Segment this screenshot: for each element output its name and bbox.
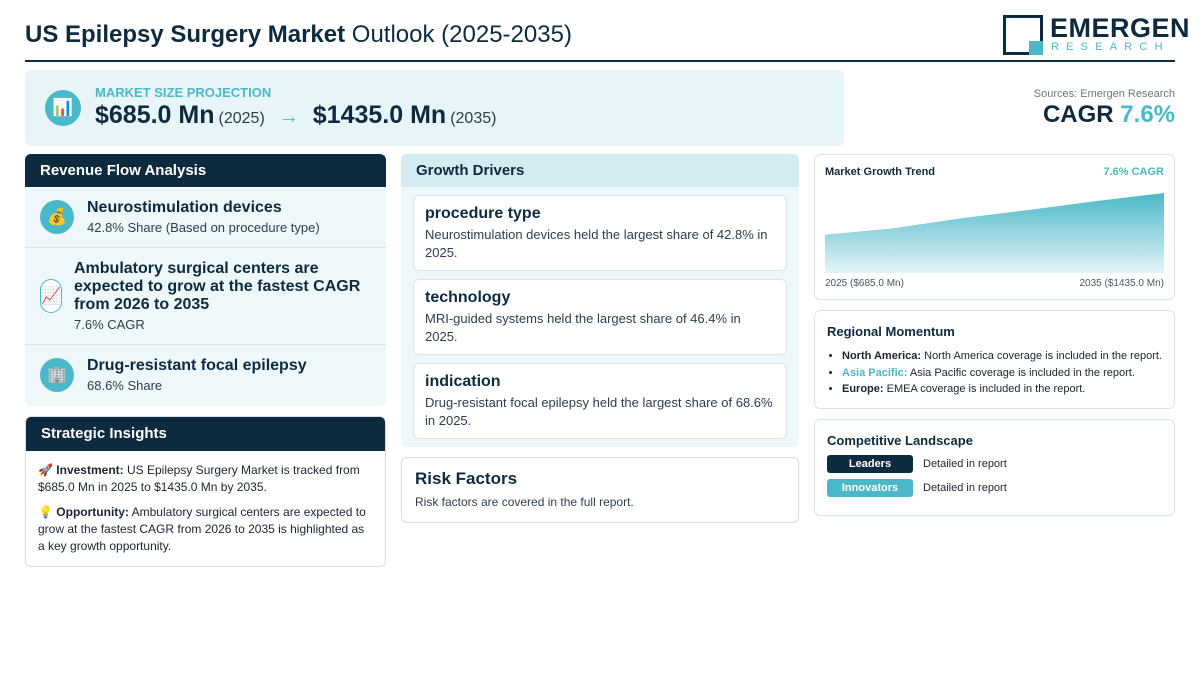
regional-momentum-panel: Regional Momentum North America: North A… [814, 310, 1175, 409]
revenue-flow-panel: Revenue Flow Analysis 💰 Neurostimulation… [25, 154, 386, 406]
revenue-flow-heading: Revenue Flow Analysis [25, 154, 386, 187]
growth-drivers-panel: Growth Drivers procedure type Neurostimu… [401, 154, 799, 447]
region-item: North America: North America coverage is… [842, 348, 1162, 365]
competitive-landscape-panel: Competitive Landscape Leaders Detailed i… [814, 419, 1175, 516]
region-list: North America: North America coverage is… [842, 348, 1162, 398]
revenue-item-title: Ambulatory surgical centers are expected… [74, 260, 361, 313]
area-series [825, 193, 1164, 273]
chart-start-label: 2025 ($685.0 Mn) [825, 278, 904, 289]
start-value: $685.0 Mn [95, 101, 215, 129]
driver-text: Drug-resistant focal epilepsy held the l… [425, 395, 773, 428]
lightbulb-icon: 💡 [38, 505, 53, 519]
start-year: (2025) [218, 110, 265, 127]
driver-card: procedure type Neurostimulation devices … [413, 195, 787, 271]
opportunity-insight: 💡 Opportunity: Ambulatory surgical cente… [38, 505, 366, 553]
region-item: Asia Pacific: Asia Pacific coverage is i… [842, 365, 1162, 382]
revenue-item-sub: 68.6% Share [87, 378, 163, 393]
risk-factors-panel: Risk Factors Risk factors are covered in… [401, 457, 799, 523]
chart-title: Market Growth Trend [825, 166, 936, 178]
trend-up-icon: 📈 [40, 279, 62, 313]
money-bag-icon: 💰 [40, 200, 74, 234]
investment-insight: 🚀 Investment: US Epilepsy Surgery Market… [38, 463, 360, 494]
revenue-item: 📈 Ambulatory surgical centers are expect… [25, 248, 386, 345]
chart-area [825, 193, 1164, 273]
driver-text: MRI-guided systems held the largest shar… [425, 311, 741, 344]
bar-chart-icon: 📊 [45, 90, 81, 126]
leaders-desc: Detailed in report [923, 458, 1007, 470]
market-growth-chart: Market Growth Trend 7.6% CAGR 2025 ($685… [814, 154, 1175, 300]
projection-values: $685.0 Mn (2025) → $1435.0 Mn (2035) [95, 101, 496, 130]
regional-momentum-heading: Regional Momentum [827, 324, 955, 339]
driver-text: Neurostimulation devices held the larges… [425, 227, 768, 260]
arrow-right-icon: → [278, 106, 299, 128]
competitive-landscape-heading: Competitive Landscape [827, 433, 973, 448]
revenue-item-title: Neurostimulation devices [87, 199, 282, 216]
cagr-value: 7.6% [1120, 101, 1175, 128]
logo-mark-icon [1003, 15, 1043, 55]
cagr-headline: CAGR 7.6% [1042, 101, 1175, 128]
logo-subtitle: RESEARCH [1051, 41, 1170, 53]
market-size-banner: 📊 MARKET SIZE PROJECTION $685.0 Mn (2025)… [25, 70, 844, 146]
driver-card: indication Drug-resistant focal epilepsy… [413, 363, 787, 439]
revenue-item-title: Drug-resistant focal epilepsy [87, 357, 307, 374]
revenue-item-sub: 7.6% CAGR [74, 317, 145, 332]
driver-title: technology [425, 289, 511, 306]
leaders-badge: Leaders [827, 455, 913, 473]
strategic-insights-heading: Strategic Insights [26, 417, 385, 451]
building-icon: 🏢 [40, 358, 74, 392]
driver-card: technology MRI-guided systems held the l… [413, 279, 787, 355]
end-year: (2035) [450, 110, 497, 127]
region-item: Europe: EMEA coverage is included in the… [842, 381, 1162, 398]
page-title: US Epilepsy Surgery Market Outlook (2025… [25, 21, 572, 48]
revenue-item: 💰 Neurostimulation devices 42.8% Share (… [25, 187, 386, 248]
end-value: $1435.0 Mn [312, 101, 447, 129]
projection-label: MARKET SIZE PROJECTION [95, 85, 272, 100]
driver-title: procedure type [425, 205, 541, 222]
sources-note: Sources: Emergen Research [1033, 88, 1175, 100]
risk-factors-heading: Risk Factors [415, 469, 518, 488]
logo-wordmark: EMERGEN [1050, 13, 1191, 43]
strategic-insights-panel: Strategic Insights 🚀 Investment: US Epil… [25, 416, 386, 567]
innovators-badge: Innovators [827, 479, 913, 497]
emergen-logo: EMERGEN RESEARCH [1003, 13, 1190, 56]
growth-drivers-heading: Growth Drivers [401, 154, 799, 187]
innovators-desc: Detailed in report [923, 482, 1007, 494]
chart-cagr-badge: 7.6% CAGR [1103, 166, 1164, 178]
rocket-icon: 🚀 [38, 463, 53, 477]
revenue-item-sub: 42.8% Share (Based on procedure type) [87, 220, 320, 235]
risk-factors-text: Risk factors are covered in the full rep… [415, 495, 634, 509]
driver-title: indication [425, 373, 501, 390]
revenue-item: 🏢 Drug-resistant focal epilepsy 68.6% Sh… [25, 345, 386, 406]
chart-end-label: 2035 ($1435.0 Mn) [1079, 278, 1164, 289]
page-header: US Epilepsy Surgery Market Outlook (2025… [25, 12, 1190, 62]
